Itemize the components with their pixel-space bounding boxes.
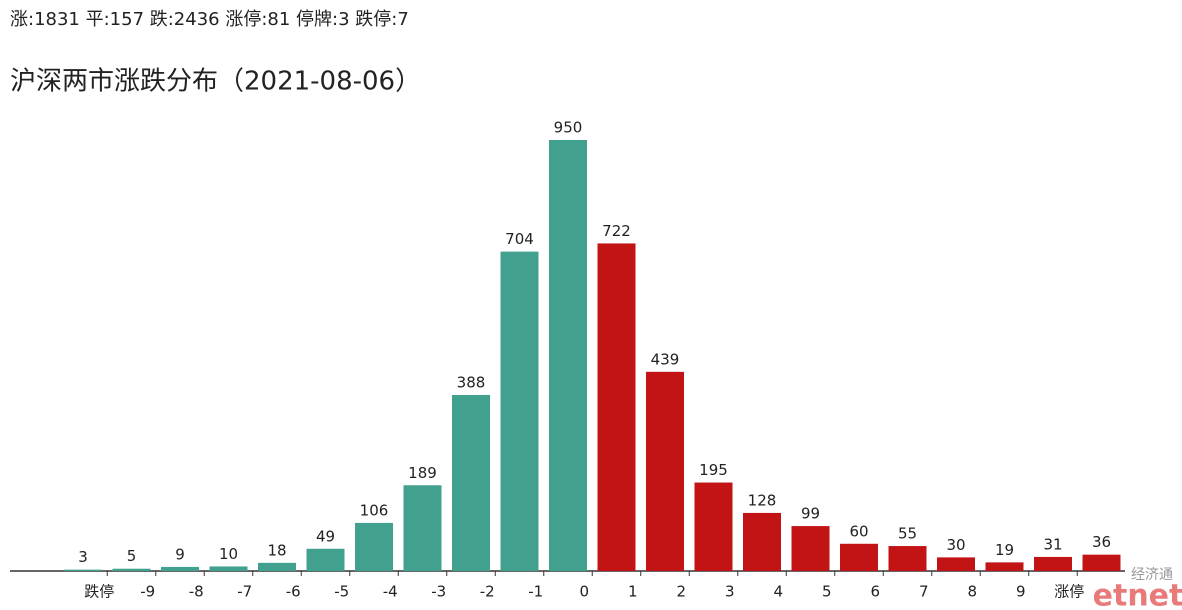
value-label: 9: [175, 545, 185, 563]
x-tick-label: 5: [822, 583, 832, 601]
x-tick-label: 4: [773, 583, 783, 601]
bar: [355, 522, 393, 571]
bar: [549, 140, 587, 571]
x-tick-label: -3: [431, 583, 446, 601]
value-label: 55: [898, 525, 917, 543]
bar: [161, 566, 199, 571]
value-label: 704: [505, 230, 534, 248]
x-tick-label: -4: [383, 583, 398, 601]
x-tick-label: 8: [967, 583, 977, 601]
value-label: 722: [602, 222, 631, 240]
bar: [694, 482, 733, 571]
bar: [112, 568, 151, 571]
bar: [500, 251, 539, 571]
x-tick-label: 2: [676, 583, 686, 601]
value-label: 10: [219, 545, 238, 563]
watermark-bottom: etnet: [1093, 579, 1182, 610]
value-label: 3: [78, 548, 88, 566]
value-label: 31: [1043, 535, 1062, 553]
value-label: 30: [946, 536, 965, 554]
x-tick-label: 跌停: [84, 583, 114, 601]
value-label: 36: [1092, 533, 1111, 551]
value-label: 439: [651, 350, 680, 368]
x-tick-label: 7: [919, 583, 929, 601]
bar: [985, 562, 1024, 571]
bar: [452, 394, 490, 571]
x-tick-label: 涨停: [1054, 583, 1084, 601]
value-label: 49: [316, 527, 335, 545]
value-label: 5: [127, 547, 137, 565]
value-label: 60: [849, 522, 868, 540]
bar: [403, 485, 442, 571]
chart-title: 沪深两市涨跌分布（2021-08-06）: [10, 67, 421, 97]
x-tick-label: -9: [140, 583, 155, 601]
bar: [597, 243, 636, 571]
value-label: 195: [699, 461, 728, 479]
value-label: 388: [457, 373, 486, 391]
value-label: 18: [267, 541, 286, 559]
bar: [646, 371, 684, 571]
bar: [1034, 556, 1072, 571]
value-label: 189: [408, 464, 437, 482]
value-label: 99: [801, 505, 820, 523]
bar: [306, 548, 345, 571]
bar: [64, 569, 102, 571]
value-label: 128: [748, 491, 777, 509]
bar: [888, 546, 927, 571]
x-tick-label: 3: [725, 583, 735, 601]
x-tick-label: -6: [286, 583, 301, 601]
x-tick-label: -2: [480, 583, 495, 601]
x-tick-label: -8: [189, 583, 204, 601]
x-tick-label: 1: [628, 583, 638, 601]
bar: [791, 526, 830, 571]
watermark-top: 经济通: [1131, 567, 1173, 583]
x-tick-label: 6: [870, 583, 880, 601]
x-tick-label: 0: [579, 583, 589, 601]
bar: [209, 566, 248, 571]
bar: [1082, 554, 1121, 571]
value-label: 106: [360, 501, 389, 519]
x-tick-label: -7: [237, 583, 252, 601]
x-tick-label: -1: [528, 583, 543, 601]
value-label: 19: [995, 541, 1014, 559]
bar: [937, 557, 975, 571]
bar: [743, 512, 781, 571]
x-tick-label: 9: [1016, 583, 1026, 601]
summary: 涨:1831 平:157 跌:2436 涨停:81 停牌:3 跌停:7: [10, 9, 409, 30]
value-label: 950: [554, 119, 583, 137]
bar: [258, 562, 296, 571]
x-tick-label: -5: [334, 583, 349, 601]
bar: [840, 543, 878, 571]
